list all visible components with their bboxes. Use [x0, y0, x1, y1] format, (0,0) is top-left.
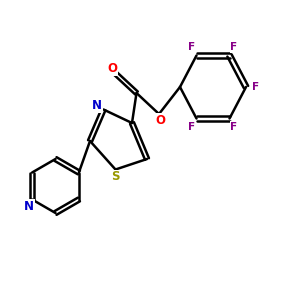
- Text: O: O: [107, 62, 118, 76]
- Text: N: N: [24, 200, 34, 213]
- Text: S: S: [111, 170, 119, 184]
- Text: O: O: [156, 114, 166, 127]
- Text: F: F: [252, 82, 259, 92]
- Text: F: F: [230, 122, 238, 132]
- Text: F: F: [188, 42, 196, 52]
- Text: N: N: [92, 99, 102, 112]
- Text: F: F: [230, 42, 238, 52]
- Text: F: F: [188, 122, 196, 132]
